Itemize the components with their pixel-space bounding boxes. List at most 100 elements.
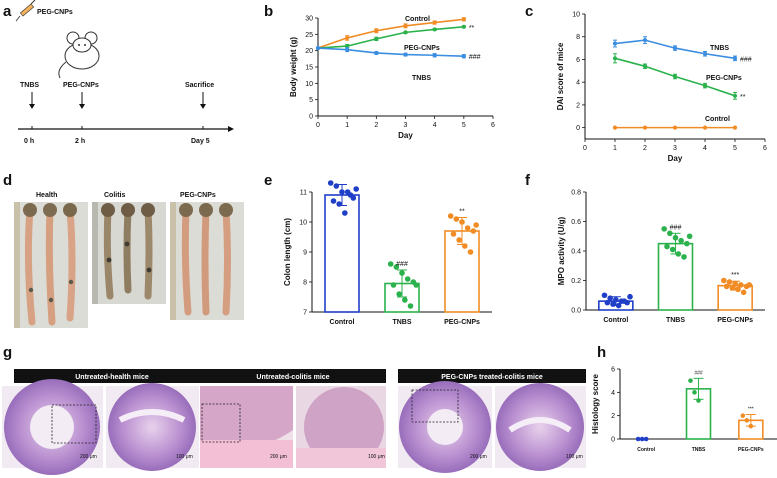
panel-d: d Health Colitis PEG-CNPs — [3, 172, 244, 328]
y-tick-label: 9 — [303, 250, 307, 257]
data-point — [642, 125, 648, 130]
y-tick-label: 25 — [305, 32, 313, 39]
data-point — [612, 56, 618, 61]
data-point — [387, 261, 394, 267]
y-tick-label: 4 — [576, 80, 580, 87]
data-point — [675, 251, 682, 257]
data-point — [678, 237, 684, 244]
drug-label: PEG-CNPs — [37, 9, 73, 16]
x-category-label: TNBS — [666, 317, 685, 324]
data-point — [740, 289, 747, 296]
data-point — [748, 423, 754, 429]
panel-b: b 0 5 10 15 20 25 30 Body weight (g) 0 1 2 3 4 5 6 Day C… — [264, 3, 495, 140]
data-point — [732, 93, 738, 98]
series-label-peg-cnps: PEG-CNPs — [706, 75, 742, 82]
photo-label-health: Health — [36, 192, 57, 199]
panel-label-a: a — [3, 3, 12, 20]
y-tick-label: 5 — [309, 97, 313, 104]
y-tick-label: 30 — [305, 16, 313, 23]
y-axis-label: Body weight (g) — [289, 37, 298, 97]
x-tick-label: 1 — [613, 145, 617, 152]
histology-title-bar-peg — [398, 369, 586, 383]
x-category-label: PEG-CNPs — [738, 447, 764, 453]
series-line-control — [317, 18, 464, 49]
y-axis-label: DAI score of mice — [556, 42, 565, 110]
data-point — [339, 189, 345, 195]
data-point — [464, 225, 471, 231]
data-point — [702, 51, 708, 56]
histology-image-colitis-high: 100 μm — [296, 386, 386, 468]
data-point — [613, 296, 619, 303]
data-point — [610, 301, 616, 307]
data-point — [686, 233, 693, 240]
data-point — [347, 192, 354, 198]
data-point — [393, 264, 400, 270]
scale-bar-label: 100 μm — [368, 454, 385, 460]
x-tick-label: 3 — [673, 145, 677, 152]
y-tick-label: 0 — [611, 437, 615, 444]
data-point — [612, 125, 618, 130]
data-point — [607, 295, 613, 302]
series-label-control: Control — [405, 16, 430, 23]
panel-label-b: b — [264, 3, 273, 20]
y-tick-label: 0 — [309, 114, 313, 121]
data-point — [635, 436, 641, 442]
x-tick-label: 5 — [462, 122, 466, 129]
data-point — [374, 28, 379, 33]
data-point — [684, 240, 690, 247]
data-point — [740, 413, 746, 418]
data-point — [432, 27, 437, 32]
significance-marker: ** — [469, 25, 475, 32]
data-point — [732, 56, 738, 61]
x-tick-label: 2 — [374, 122, 378, 129]
significance-marker: *** — [731, 272, 739, 279]
y-tick-label: 7 — [303, 310, 307, 317]
panel-c: c 0 2 4 6 8 10 DAI score of mice 0 1 2 3 4 5 6 Day TNBS… — [525, 3, 767, 163]
data-point — [403, 30, 408, 35]
y-tick-label: 0 — [576, 125, 580, 132]
x-axis-label: Day — [398, 131, 413, 140]
y-tick-label: 2 — [611, 413, 615, 420]
data-point — [604, 299, 611, 306]
data-point — [402, 297, 408, 303]
y-tick-label: 8 — [576, 34, 580, 41]
y-tick-label: 10 — [299, 220, 307, 227]
colon-photo-colitis — [92, 202, 166, 304]
data-point — [336, 201, 342, 207]
significance-marker: ** — [459, 209, 465, 216]
y-axis-label: Histology score — [591, 373, 600, 434]
x-tick-label: 0 — [583, 145, 587, 152]
histology-title-health: Untreated-health mice — [75, 374, 149, 381]
y-tick-label: 8 — [303, 280, 307, 287]
y-tick-label: 0.0 — [571, 308, 581, 315]
bar-control — [324, 194, 360, 313]
y-tick-label: 6 — [611, 367, 615, 374]
panel-a: a PEG-CNPs TNBS PEG-CNPs Sacrifice — [3, 0, 234, 145]
x-axis-label: Day — [668, 154, 683, 163]
histology-image-health-low: 200 μm — [2, 379, 103, 475]
histology-image-colitis-low: 200 μm — [200, 386, 293, 468]
y-tick-label: 6 — [576, 57, 580, 64]
y-tick-label: 10 — [572, 12, 580, 19]
data-point — [413, 282, 419, 288]
data-point — [672, 234, 679, 241]
data-point — [404, 276, 411, 282]
panel-e: e 7 8 9 10 11 Colon length (cm) Control TNBS ###… — [264, 172, 492, 326]
significance-marker: ### — [740, 56, 752, 63]
data-point — [702, 83, 708, 88]
data-point — [732, 280, 738, 287]
data-point — [403, 23, 408, 28]
significance-marker: ### — [670, 224, 682, 231]
x-category-label: TNBS — [692, 447, 706, 453]
data-point — [333, 183, 340, 189]
data-point — [669, 246, 676, 253]
data-point — [315, 45, 321, 51]
data-point — [729, 285, 736, 291]
data-point — [407, 303, 414, 309]
data-point — [403, 52, 408, 57]
data-point — [330, 198, 337, 204]
data-point — [473, 222, 479, 228]
scale-bar-label: 200 μm — [470, 454, 487, 460]
panel-f: f 0.0 0.2 0.4 0.6 0.8 MPO activity (U/g) Contr… — [525, 172, 765, 324]
